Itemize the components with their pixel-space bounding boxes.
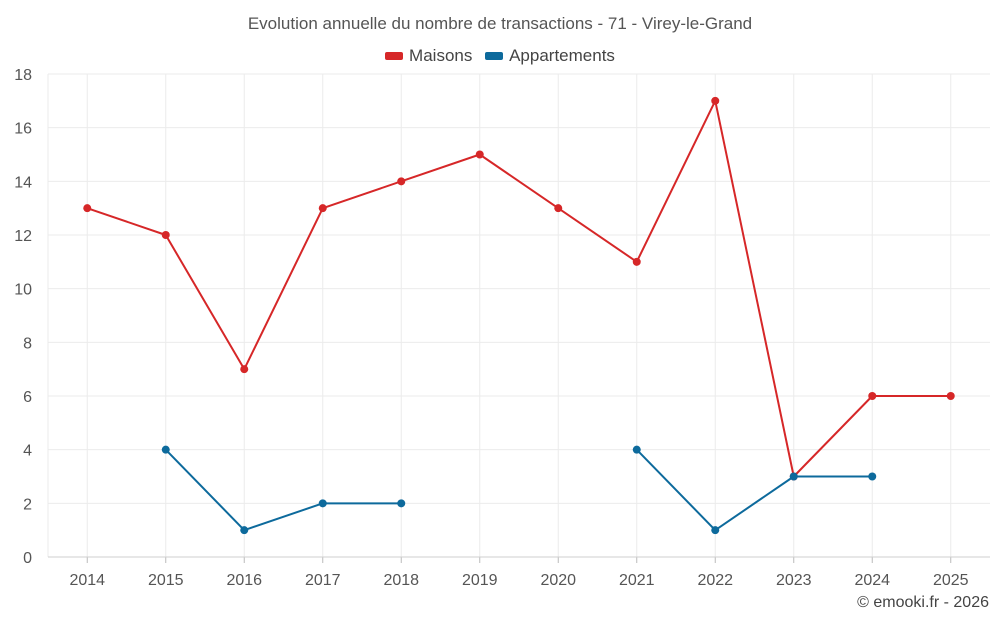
x-tick-label-2021: 2021	[619, 572, 655, 589]
legend: Maisons Appartements	[0, 45, 1000, 66]
x-tick-label-2014: 2014	[69, 572, 105, 589]
y-tick-label-14: 14	[14, 174, 32, 191]
data-point-appartements-2017[interactable]	[318, 499, 327, 508]
data-point-maisons-2018[interactable]	[397, 177, 406, 186]
data-point-maisons-2025[interactable]	[946, 392, 955, 400]
axes: 0 2 4 6 8 10 12 14 16 18 2014 2015 2016 2017 2018 2019 2…	[14, 67, 990, 589]
grid	[47, 73, 990, 557]
y-tick-label-18: 18	[14, 67, 32, 84]
data-point-appartements-2021[interactable]	[632, 445, 641, 454]
y-tick-label-10: 10	[14, 282, 32, 299]
y-tick-label-4: 4	[23, 443, 32, 460]
data-point-appartements-2015[interactable]	[161, 445, 170, 454]
credit-text: © emooki.fr - 2026	[857, 594, 989, 611]
legend-swatch-maisons	[385, 52, 404, 60]
data-point-maisons-2015[interactable]	[161, 231, 170, 239]
chart-title: Evolution annuelle du nombre de transact…	[247, 14, 753, 33]
x-tick-label-2025: 2025	[933, 572, 969, 589]
data-point-appartements-2016[interactable]	[240, 526, 249, 535]
data-point-maisons-2017[interactable]	[318, 204, 327, 213]
legend-swatch-appartements	[485, 52, 504, 60]
series-line-appartements-segment-2	[636, 448, 873, 532]
series-line-appartements-segment-1	[165, 448, 402, 532]
x-tick-label-2020: 2020	[540, 572, 576, 589]
x-tick-label-2023: 2023	[776, 572, 812, 589]
x-tick-label-2017: 2017	[305, 572, 341, 589]
series-layer	[83, 96, 955, 535]
data-point-appartements-2022[interactable]	[711, 526, 720, 535]
legend-label-appartements: Appartements	[509, 46, 615, 65]
data-point-appartements-2023[interactable]	[789, 472, 798, 481]
y-tick-label-12: 12	[14, 228, 32, 245]
x-tick-label-2018: 2018	[383, 572, 419, 589]
x-tick-label-2016: 2016	[226, 572, 262, 589]
data-point-maisons-2020[interactable]	[554, 204, 563, 213]
data-point-maisons-2019[interactable]	[475, 150, 484, 159]
data-point-maisons-2016[interactable]	[240, 365, 249, 374]
data-point-appartements-2024[interactable]	[868, 472, 877, 481]
series-line-maisons-segment-1	[86, 99, 951, 478]
x-tick-label-2019: 2019	[462, 572, 498, 589]
data-point-maisons-2021[interactable]	[632, 257, 641, 266]
y-tick-label-2: 2	[23, 496, 32, 513]
data-point-maisons-2014[interactable]	[83, 204, 92, 213]
legend-item-maisons[interactable]: Maisons	[385, 46, 472, 66]
x-tick-label-2022: 2022	[697, 572, 733, 589]
x-tick-label-2024: 2024	[854, 572, 890, 589]
data-point-maisons-2024[interactable]	[868, 392, 877, 400]
data-point-appartements-2018[interactable]	[397, 499, 406, 508]
legend-item-appartements[interactable]: Appartements	[485, 46, 615, 66]
y-tick-label-0: 0	[23, 550, 32, 567]
data-point-maisons-2022[interactable]	[711, 96, 720, 105]
legend-label-maisons: Maisons	[409, 46, 473, 65]
x-tick-label-2015: 2015	[148, 572, 184, 589]
y-tick-label-6: 6	[23, 389, 32, 406]
y-tick-label-8: 8	[23, 335, 32, 352]
y-tick-label-16: 16	[14, 121, 32, 138]
